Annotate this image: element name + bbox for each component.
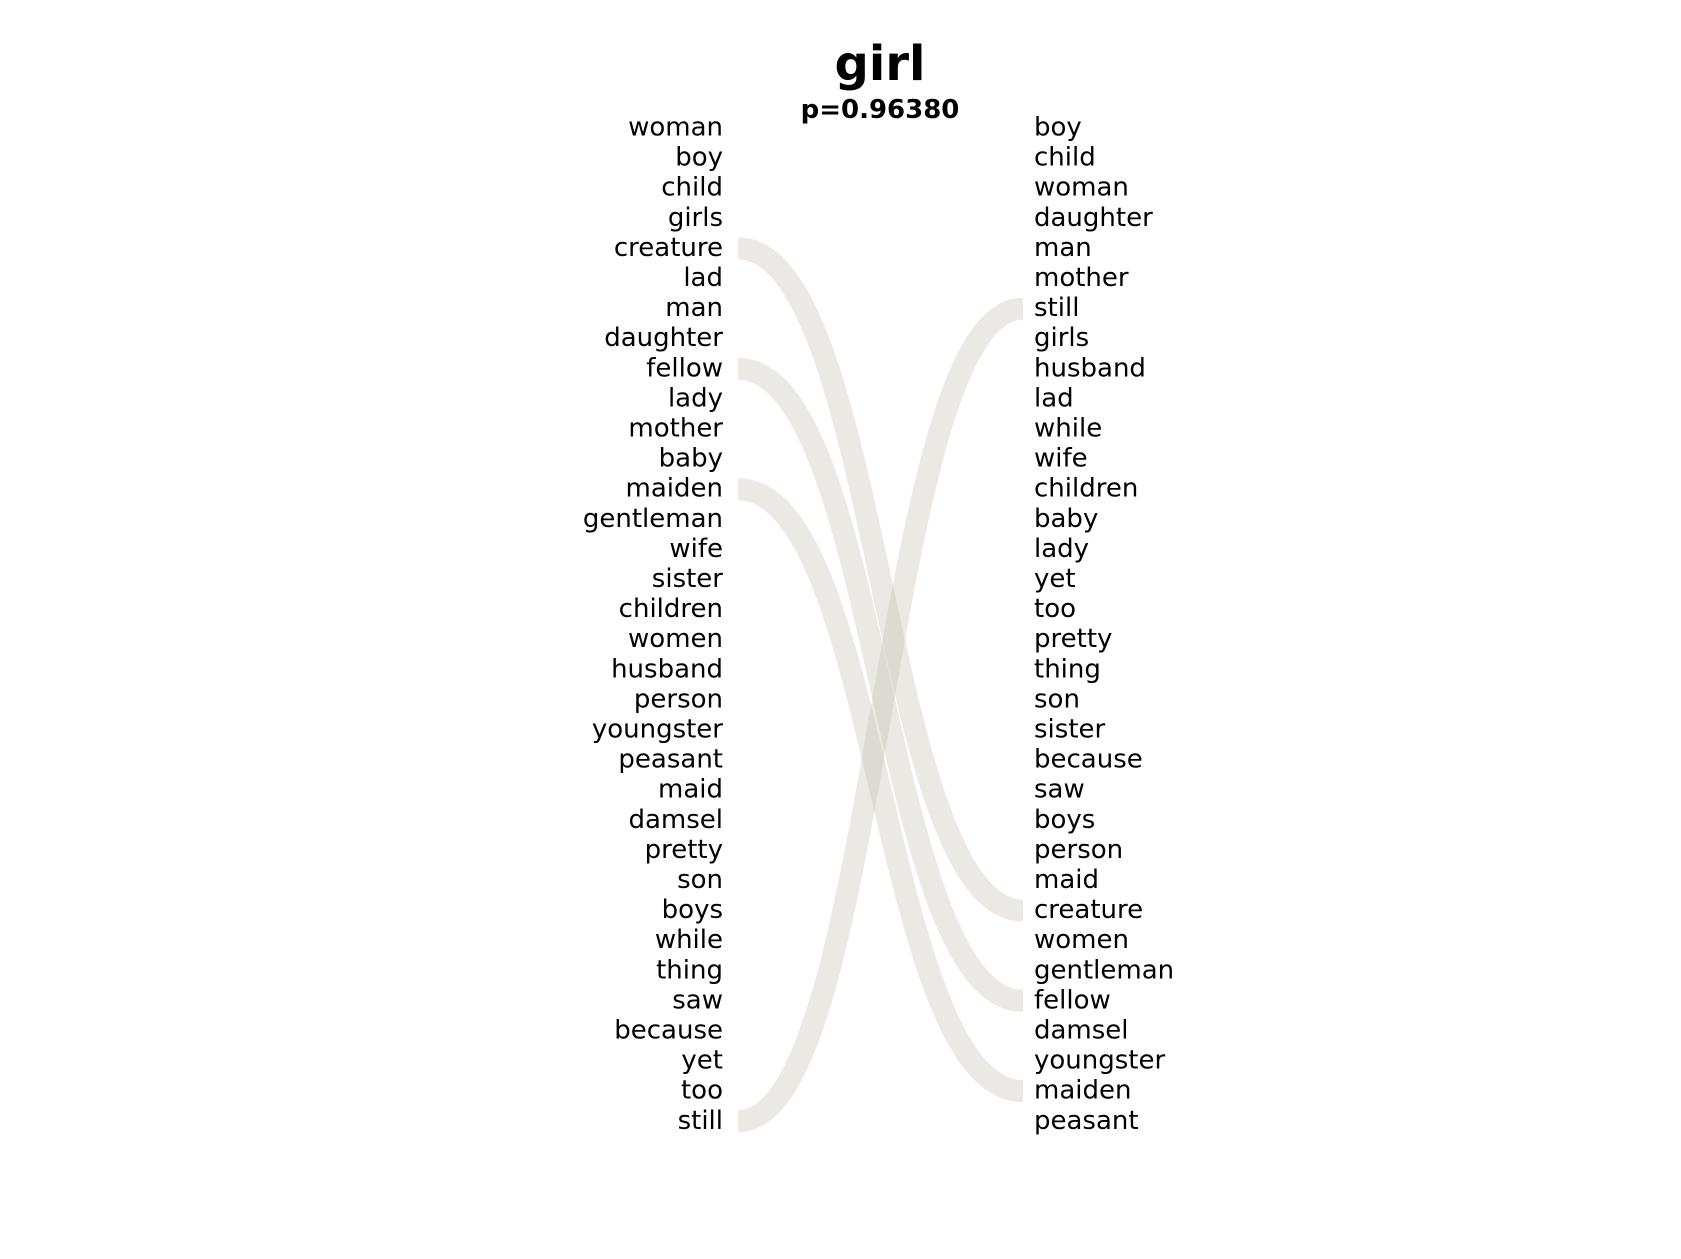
right-word-label: woman [1034, 173, 1129, 203]
left-word-label: youngster [592, 715, 723, 745]
diagram-title: girl [835, 36, 926, 92]
right-word-label: boys [1034, 805, 1095, 835]
right-word-label: baby [1034, 504, 1098, 534]
right-word-label: sister [1034, 715, 1106, 745]
left-word-label: child [661, 173, 723, 203]
left-word-label: peasant [618, 745, 723, 775]
left-word-label: because [614, 1016, 723, 1046]
left-word-label: gentleman [583, 504, 723, 534]
rank-link-fellow [736, 357, 1025, 1012]
right-word-label: yet [1034, 564, 1076, 594]
right-word-label: person [1034, 835, 1123, 865]
left-word-label: sister [652, 564, 724, 594]
right-word-label: child [1034, 143, 1096, 173]
left-word-label: thing [656, 955, 723, 985]
right-word-label: husband [1034, 353, 1146, 383]
left-word-label: baby [659, 444, 723, 474]
left-word-label: boys [662, 895, 723, 925]
rank-link-creature [736, 237, 1025, 922]
left-word-label: still [678, 1106, 723, 1136]
diagram-subtitle: p=0.96380 [801, 95, 960, 125]
right-word-label: still [1034, 293, 1079, 323]
right-word-label: fellow [1034, 985, 1111, 1015]
right-word-label: mother [1034, 263, 1129, 293]
right-word-label: boy [1034, 113, 1082, 143]
rank-link-creature [736, 237, 1025, 922]
right-word-label: peasant [1034, 1106, 1139, 1136]
rank-link-fellow [736, 357, 1025, 1012]
left-word-label: damsel [628, 805, 723, 835]
left-word-label: yet [681, 1046, 723, 1076]
right-word-label: saw [1034, 775, 1085, 805]
left-word-label: children [619, 594, 723, 624]
left-word-column: womanboychildgirlscreatureladmandaughter… [583, 113, 723, 1136]
rank-link-maiden [736, 478, 1025, 1103]
left-word-label: son [677, 865, 723, 895]
right-word-label: maiden [1034, 1076, 1131, 1106]
right-word-label: lady [1034, 534, 1089, 564]
left-word-label: woman [628, 113, 723, 143]
left-word-label: too [681, 1076, 723, 1106]
right-word-label: lad [1034, 383, 1074, 413]
right-word-label: gentleman [1034, 955, 1174, 985]
right-word-label: daughter [1034, 203, 1153, 233]
right-word-label: children [1034, 474, 1138, 504]
left-word-label: mother [628, 414, 723, 444]
right-word-label: damsel [1034, 1016, 1129, 1046]
left-word-label: saw [672, 985, 723, 1015]
right-word-label: man [1034, 233, 1092, 263]
left-word-label: creature [614, 233, 723, 263]
rank-link-still [736, 297, 1025, 1133]
rank-links [736, 237, 1025, 1133]
left-word-label: boy [675, 143, 723, 173]
right-word-label: thing [1034, 654, 1101, 684]
left-word-label: women [628, 624, 723, 654]
rank-link-maiden [736, 478, 1025, 1103]
left-word-label: wife [669, 534, 723, 564]
right-word-label: while [1034, 414, 1102, 444]
left-word-label: pretty [645, 835, 723, 865]
right-word-column: boychildwomandaughtermanmotherstillgirls… [1034, 113, 1174, 1136]
right-word-label: maid [1034, 865, 1099, 895]
right-word-label: women [1034, 925, 1129, 955]
right-word-label: too [1034, 594, 1076, 624]
rank-link-still [736, 297, 1025, 1133]
left-word-label: fellow [646, 353, 723, 383]
left-word-label: girls [668, 203, 723, 233]
left-word-label: husband [611, 654, 723, 684]
right-word-label: creature [1034, 895, 1143, 925]
left-word-label: lad [683, 263, 723, 293]
left-word-label: while [655, 925, 723, 955]
right-word-label: girls [1034, 323, 1089, 353]
left-word-label: maid [658, 775, 723, 805]
left-word-label: person [634, 684, 723, 714]
right-word-label: son [1034, 684, 1080, 714]
left-word-label: daughter [604, 323, 723, 353]
right-word-label: wife [1034, 444, 1088, 474]
right-word-label: because [1034, 745, 1143, 775]
right-word-label: pretty [1034, 624, 1112, 654]
right-word-label: youngster [1034, 1046, 1165, 1076]
left-word-label: man [665, 293, 723, 323]
left-word-label: lady [668, 383, 723, 413]
left-word-label: maiden [626, 474, 723, 504]
